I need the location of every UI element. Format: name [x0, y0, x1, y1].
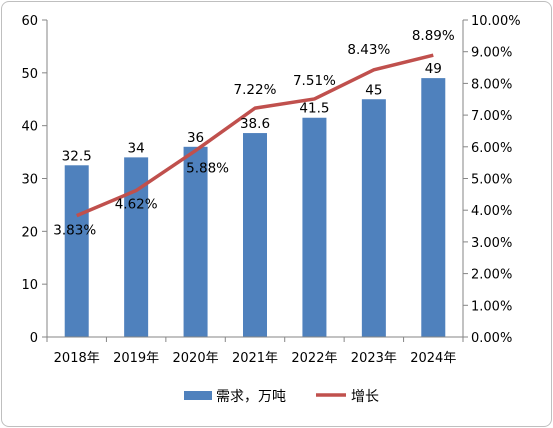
- bar-series: [64, 78, 446, 337]
- category-label-5: 2023年: [351, 351, 397, 366]
- legend-bar-label: 需求，万吨: [216, 389, 286, 405]
- right-tick-label-6: 6.00%: [471, 141, 512, 156]
- axes: [42, 19, 468, 342]
- right-tick-label-3: 3.00%: [471, 236, 512, 251]
- legend-line-label: 增长: [351, 389, 379, 405]
- line-label-4: 7.51%: [293, 73, 336, 89]
- legend: 需求，万吨 增长: [184, 389, 379, 405]
- legend-bar-swatch: [184, 391, 212, 400]
- bar-5: [361, 99, 386, 337]
- right-tick-label-7: 7.00%: [471, 109, 512, 124]
- left-tick-label-0: 0: [30, 331, 38, 346]
- left-tick-label-5: 50: [21, 67, 38, 82]
- line-label-3: 7.22%: [234, 82, 277, 98]
- category-label-0: 2018年: [54, 351, 100, 366]
- bar-6: [421, 78, 446, 337]
- bar-4: [302, 117, 327, 337]
- category-label-2: 2020年: [173, 351, 219, 366]
- bar-label-6: 49: [425, 61, 442, 77]
- line-label-0: 3.83%: [53, 223, 96, 239]
- left-tick-label-1: 10: [21, 278, 38, 293]
- right-tick-label-2: 2.00%: [471, 268, 512, 283]
- bar-data-labels: 32.5 34 36 38.6 41.5 45 49: [62, 61, 442, 164]
- left-tick-label-4: 40: [21, 120, 38, 135]
- bar-2: [183, 146, 208, 337]
- right-tick-label-4: 4.00%: [471, 204, 512, 219]
- bar-label-5: 45: [365, 82, 382, 98]
- right-tick-label-1: 1.00%: [471, 299, 512, 314]
- category-label-3: 2021年: [232, 351, 278, 366]
- growth-line: [76, 53, 434, 218]
- bar-label-4: 41.5: [299, 101, 329, 117]
- category-label-1: 2019年: [113, 351, 159, 366]
- line-series: [76, 53, 434, 218]
- category-axis-ticks: 2018年 2019年 2020年 2021年 2022年 2023年 2024年: [54, 351, 457, 366]
- bar-3: [243, 133, 267, 337]
- right-tick-label-0: 0.00%: [471, 331, 512, 346]
- bar-label-0: 32.5: [62, 148, 92, 164]
- category-label-6: 2024年: [410, 351, 456, 366]
- bar-label-2: 36: [187, 130, 204, 146]
- right-tick-label-8: 8.00%: [471, 77, 512, 92]
- bar-0: [64, 165, 89, 337]
- line-label-5: 8.43%: [347, 42, 390, 58]
- bar-1: [124, 157, 149, 337]
- right-tick-label-5: 5.00%: [471, 173, 512, 188]
- right-tick-label-10: 10.00%: [471, 14, 521, 29]
- category-label-4: 2022年: [291, 351, 337, 366]
- line-data-labels: 3.83% 4.62% 5.88% 7.22% 7.51% 8.43% 8.89%: [53, 28, 455, 238]
- left-tick-label-6: 60: [21, 14, 38, 29]
- bar-label-1: 34: [128, 140, 145, 156]
- line-label-1: 4.62%: [115, 197, 158, 213]
- line-label-6: 8.89%: [412, 28, 455, 44]
- line-label-2: 5.88%: [186, 161, 229, 177]
- left-tick-label-2: 20: [21, 225, 38, 240]
- left-tick-label-3: 30: [21, 173, 38, 188]
- right-axis-ticks: 0.00% 1.00% 2.00% 3.00% 4.00% 5.00% 6.00% 7.00%…: [471, 14, 521, 346]
- bar-label-3: 38.6: [240, 116, 270, 132]
- right-tick-label-9: 9.00%: [471, 46, 512, 61]
- left-axis-ticks: 0 10 20 30 40 50 60: [21, 14, 38, 346]
